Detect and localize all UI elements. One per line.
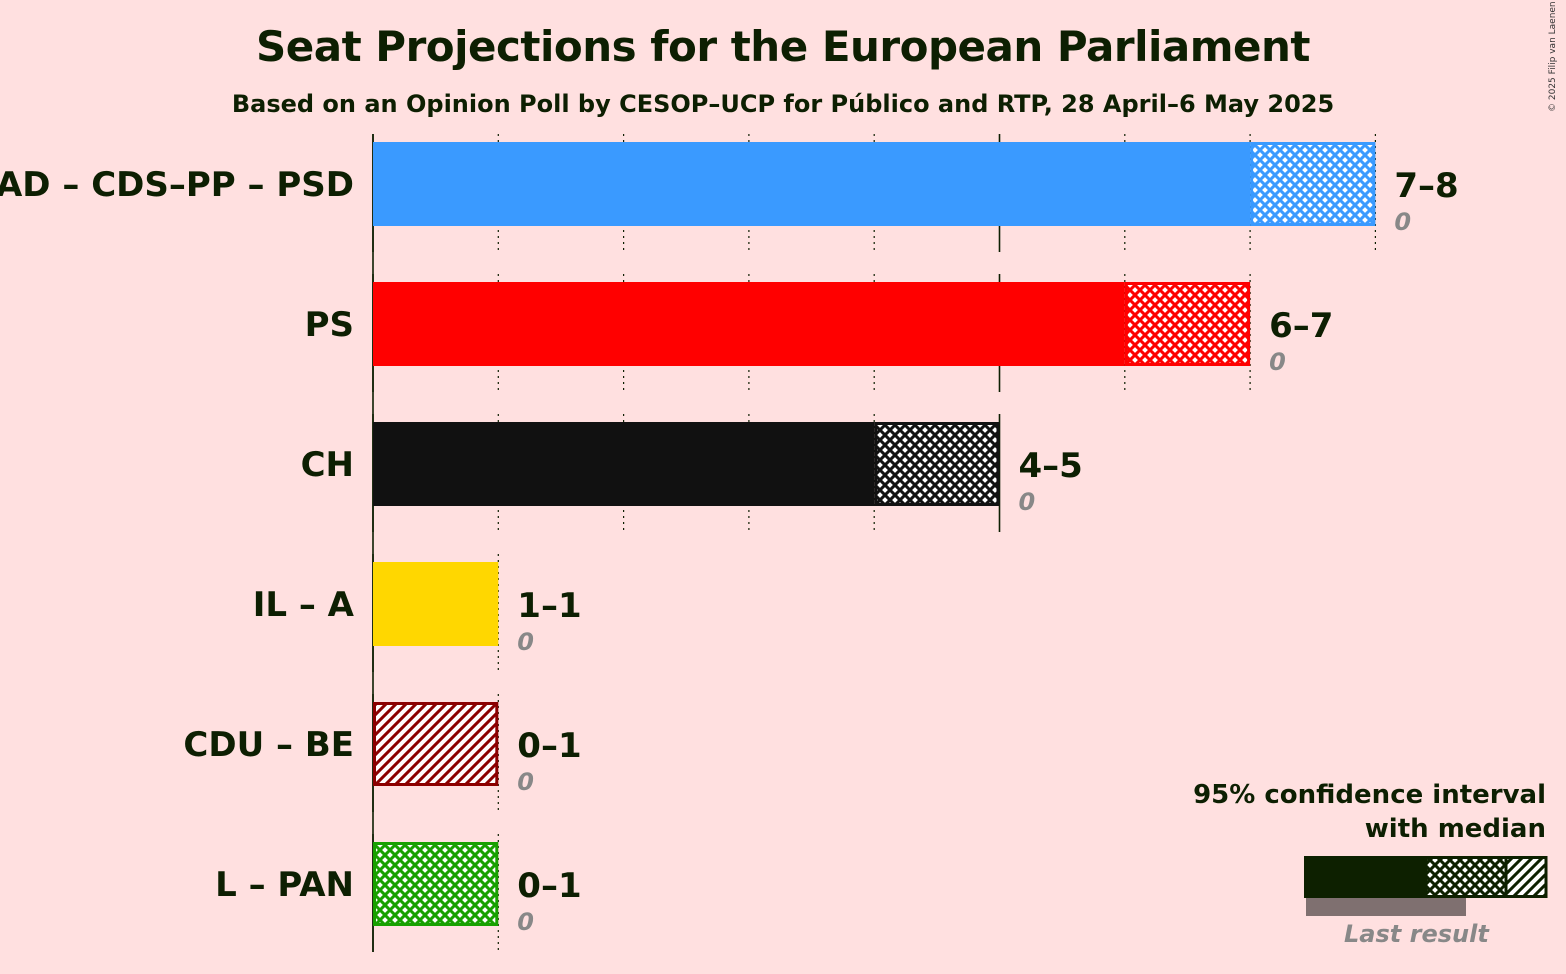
bar-solid-party-3 (373, 562, 499, 646)
range-label-party-4: 0–1 (517, 726, 581, 766)
last-result-label-party-2: 0 (1019, 488, 1036, 516)
bar-solid-party-0 (373, 142, 1251, 226)
bar-ci-party-5 (373, 842, 499, 926)
bar-ci-party-0 (1250, 142, 1376, 226)
legend-solid-bar (1304, 856, 1426, 898)
last-result-label-party-1: 0 (1269, 348, 1286, 376)
legend-title-line1: 95% confidence interval (1193, 780, 1546, 810)
party-label-party-2: CH (301, 445, 354, 485)
last-result-label-party-0: 0 (1394, 208, 1411, 236)
last-result-label-party-3: 0 (517, 628, 534, 656)
chart-title: Seat Projections for the European Parlia… (256, 22, 1310, 71)
range-label-party-3: 1–1 (517, 586, 581, 626)
legend-ci-bar (1424, 856, 1508, 898)
last-result-label-party-4: 0 (517, 768, 534, 796)
bar-solid-party-2 (373, 422, 875, 506)
range-label-party-0: 7–8 (1394, 166, 1458, 206)
bar-ci-party-4 (373, 702, 499, 786)
bar-ci-party-1 (1124, 282, 1251, 366)
party-label-party-0: AD – CDS–PP – PSD (0, 165, 354, 205)
range-label-party-1: 6–7 (1269, 306, 1333, 346)
last-result-label-party-5: 0 (517, 908, 534, 936)
legend-title: 95% confidence interval with median (1180, 778, 1546, 846)
party-label-party-4: CDU – BE (183, 725, 354, 765)
bar-solid-party-1 (373, 282, 1125, 366)
legend-graphic (1304, 856, 1548, 916)
legend-tail-bar (1504, 856, 1548, 898)
bar-ci-party-2 (874, 422, 1000, 506)
range-label-party-5: 0–1 (517, 866, 581, 906)
party-label-party-5: L – PAN (215, 865, 354, 905)
party-label-party-1: PS (305, 305, 354, 345)
legend-title-line2: with median (1364, 814, 1546, 844)
party-label-party-3: IL – A (253, 585, 355, 625)
range-label-party-2: 4–5 (1019, 446, 1083, 486)
legend-last-result-label: Last result (1344, 920, 1489, 948)
chart-subtitle: Based on an Opinion Poll by CESOP–UCP fo… (231, 90, 1335, 118)
